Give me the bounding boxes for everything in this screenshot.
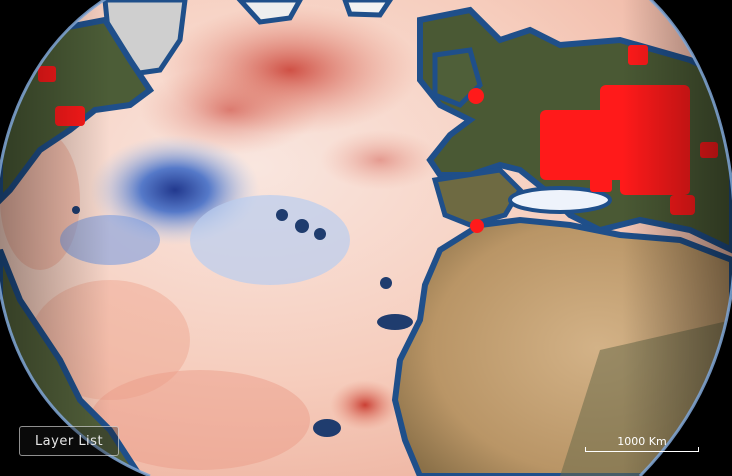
layer-list-button[interactable]: Layer List: [19, 426, 119, 456]
scale-bar: 1000 Km: [585, 436, 699, 452]
scale-line: [585, 447, 699, 452]
scale-label: 1000 Km: [617, 435, 667, 448]
